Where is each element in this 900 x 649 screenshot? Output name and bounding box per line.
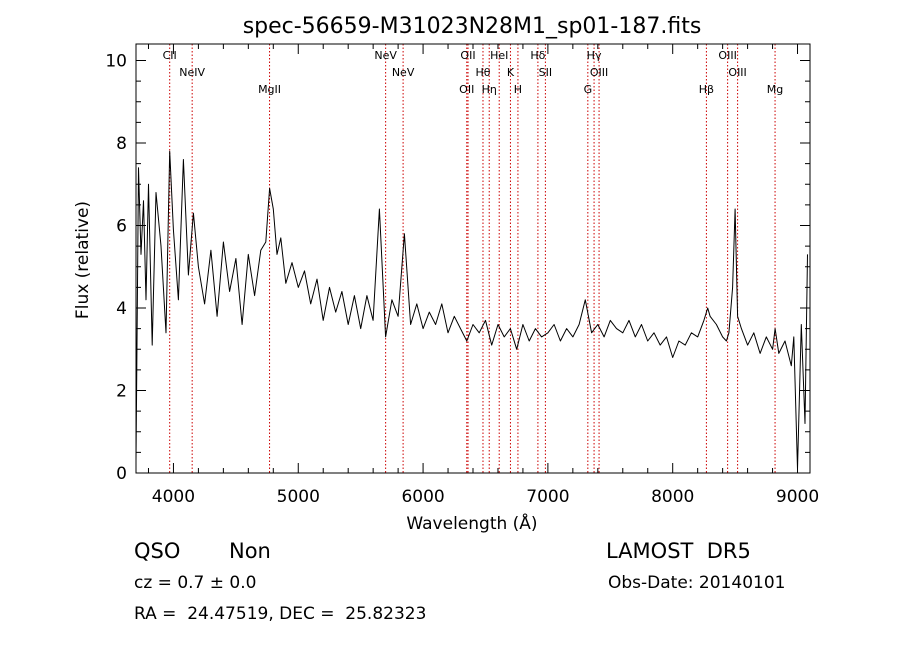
spectral-line-label: Hθ (475, 66, 490, 79)
y-tick-label: 10 (105, 52, 127, 72)
x-axis: 4000 5000 6000 7000 8000 9000 (147, 44, 819, 507)
coordinates: RA = 24.47519, DEC = 25.82323 (134, 604, 427, 624)
spectral-line-label: MgII (258, 83, 281, 96)
spectral-line-label: HeI (490, 49, 508, 62)
x-tick-label: 8000 (651, 487, 694, 507)
spectral-line-label: K (507, 66, 515, 79)
spectral-line-label: OIII (718, 49, 736, 62)
observation-date: Obs-Date: 20140101 (608, 573, 786, 593)
y-axis: 0 2 4 6 8 10 (105, 52, 810, 484)
spectral-line-label: CII (163, 49, 177, 62)
y-tick-label: 8 (116, 134, 127, 154)
data-release: LAMOST DR5 (606, 539, 751, 563)
spectral-line-label: G (584, 83, 593, 96)
x-tick-label: 7000 (526, 487, 569, 507)
x-tick-label: 6000 (401, 487, 444, 507)
y-tick-label: 6 (116, 217, 127, 237)
spectral-line-label: OII (459, 83, 474, 96)
spectral-line-label: Hδ (530, 49, 545, 62)
spectral-line-label: Mg (767, 83, 783, 96)
chart-title: spec-56659-M31023N28M1_sp01-187.fits (243, 14, 702, 39)
x-tick-label: 5000 (277, 487, 320, 507)
spectral-line-label: H (514, 83, 522, 96)
spectrum-line (135, 150, 808, 470)
y-tick-label: 0 (116, 464, 127, 484)
x-tick-label: 4000 (152, 487, 195, 507)
spectral-line-label: Hη (482, 83, 497, 96)
x-tick-label: 9000 (776, 487, 819, 507)
y-tick-label: 2 (116, 382, 127, 402)
object-subclass: Non (229, 539, 271, 563)
object-class: QSO (134, 539, 181, 563)
spectral-line-label: OIII (590, 66, 608, 79)
redshift: cz = 0.7 ± 0.0 (134, 573, 257, 593)
spectral-line-label: OII (460, 49, 475, 62)
spectral-line-label: NeV (392, 66, 415, 79)
spectral-line-label: SII (539, 66, 552, 79)
y-axis-label: Flux (relative) (73, 201, 93, 319)
x-axis-label: Wavelength (Å) (406, 512, 537, 534)
plot-frame (135, 43, 811, 474)
spectral-line-label: NeV (374, 49, 397, 62)
y-tick-label: 4 (116, 299, 127, 319)
spectral-line-label: Hβ (699, 83, 714, 96)
spectral-line-label: NeIV (179, 66, 205, 79)
spectral-line-label: Hγ (587, 49, 602, 62)
spectrum (135, 150, 808, 470)
spectral-line-label: OIII (728, 66, 746, 79)
